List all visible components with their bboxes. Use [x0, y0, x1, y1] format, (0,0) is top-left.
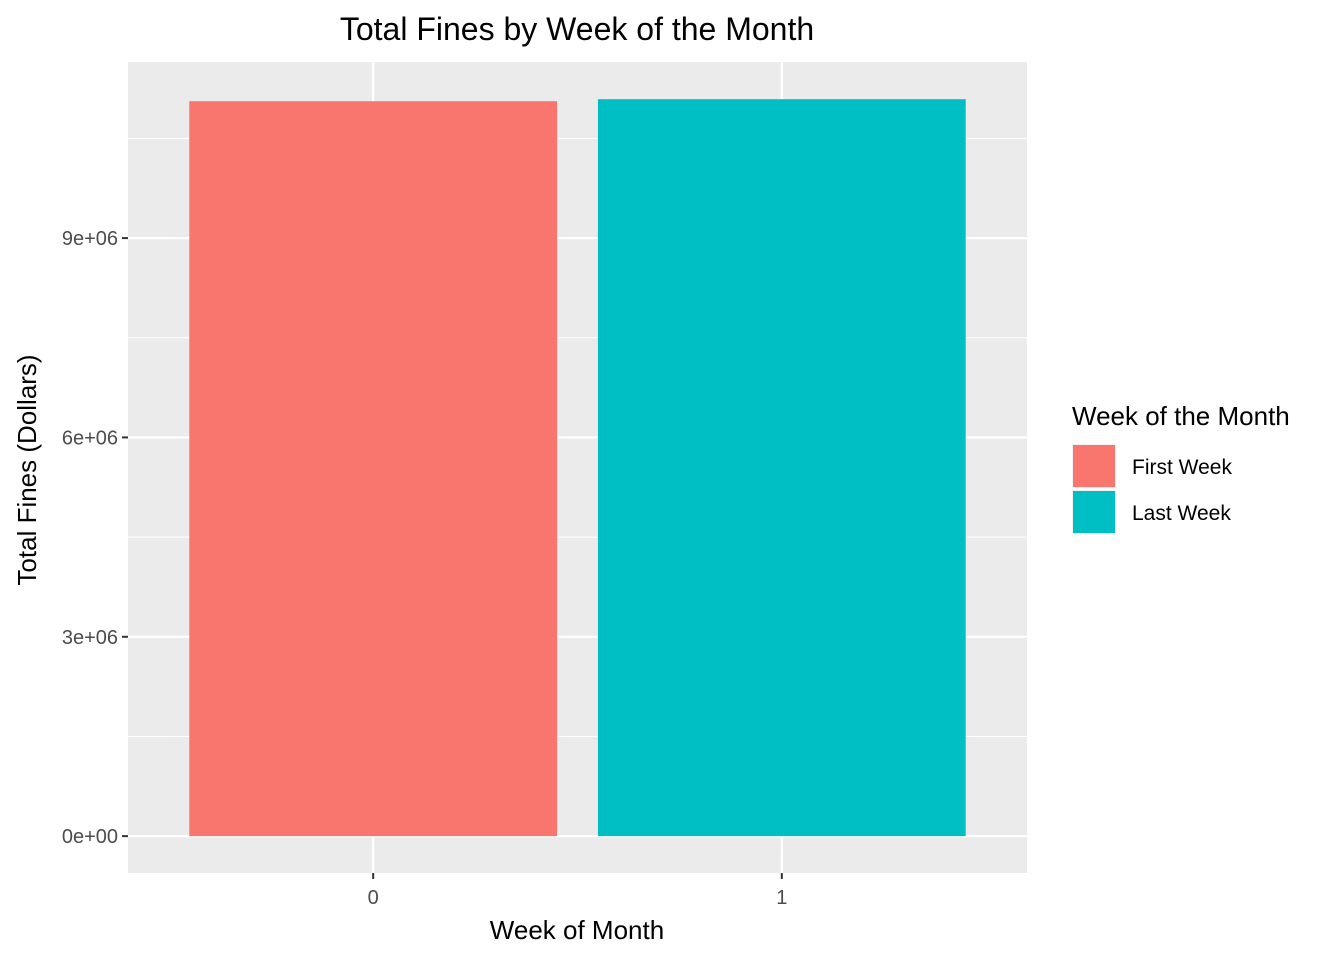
chart-title: Total Fines by Week of the Month — [340, 11, 814, 47]
y-tick-label: 3e+06 — [62, 627, 118, 649]
legend: Week of the Month First Week Last Week — [1072, 401, 1290, 534]
y-axis: 0e+00 3e+06 6e+06 9e+06 — [62, 228, 128, 848]
y-tick-label: 0e+00 — [62, 826, 118, 848]
y-tick-label: 6e+06 — [62, 427, 118, 449]
legend-swatch — [1073, 445, 1115, 487]
x-axis-title: Week of Month — [490, 915, 664, 945]
y-tick-label: 9e+06 — [62, 228, 118, 250]
bar-0 — [189, 101, 558, 837]
x-tick-label: 0 — [368, 887, 379, 909]
legend-title: Week of the Month — [1072, 401, 1290, 431]
bar-1 — [597, 99, 966, 837]
y-axis-title: Total Fines (Dollars) — [12, 354, 42, 585]
x-tick-label: 1 — [776, 887, 787, 909]
bars — [189, 99, 966, 837]
legend-swatch — [1073, 491, 1115, 533]
legend-entries: First Week Last Week — [1072, 444, 1232, 534]
legend-label: Last Week — [1132, 502, 1231, 525]
legend-label: First Week — [1132, 456, 1232, 479]
